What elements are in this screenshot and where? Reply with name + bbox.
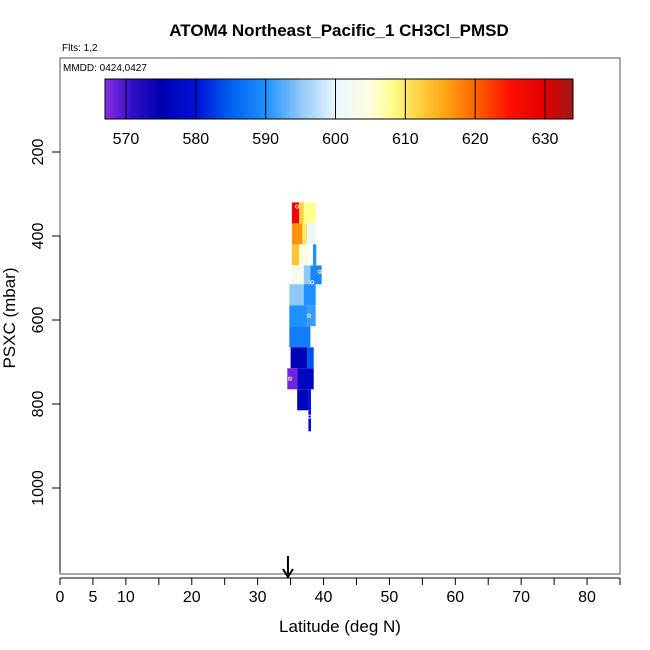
colorbar-border [104,78,574,120]
y-tick-label-800: 800 [30,391,47,418]
data-cell-18 [307,347,314,369]
colorbar-tick-label-580: 580 [182,131,209,148]
data-cell-22 [308,389,311,411]
colorbar-tick-label-570: 570 [113,131,140,148]
x-tick-label-60: 60 [446,589,464,606]
y-tick-label-400: 400 [30,223,47,250]
data-cell-9 [291,265,304,285]
colorbar-tick-label-610: 610 [392,131,419,148]
data-cell-0 [291,202,300,224]
data-markers [287,204,322,419]
y-axis: 200 400 600 800 1000 [30,139,61,572]
latitude-arrow [282,556,294,579]
x-tick-label-20: 20 [183,589,201,606]
y-tick-label-200: 200 [30,139,47,166]
x-tick-label-0: 0 [56,589,65,606]
colorbar-tick-label-590: 590 [252,131,279,148]
data-cell-16 [289,326,311,348]
data-cell-7 [299,244,308,266]
data-cell-2 [303,202,316,224]
flights-label: Flts: 1,2 [62,43,98,54]
dates-label: MMDD: 0424,0427 [63,63,147,74]
x-tick-label-40: 40 [315,589,333,606]
data-cell-23 [308,410,311,432]
data-cell-19 [287,368,298,390]
x-tick-label-5: 5 [88,589,97,606]
data-cell-14 [289,305,308,327]
colorbar-tick-label-630: 630 [532,131,559,148]
colorbar-ticks: 570 580 590 600 610 620 630 [113,79,559,148]
data-cell-8 [313,244,317,266]
data-cell-12 [289,284,304,306]
data-marker-0 [295,204,300,209]
data-cell-10 [303,265,311,285]
data-cell-17 [290,347,308,369]
data-marker-3 [306,313,311,318]
data-cell-4 [302,223,307,245]
data-cell-6 [291,244,300,266]
x-axis: 0 5 10 20 30 40 50 60 70 80 [56,577,621,606]
colorbar-fill [105,79,573,119]
x-tick-label-50: 50 [381,589,399,606]
data-marker-4 [287,376,292,381]
data-cell-13 [303,284,316,306]
chart-title: ATOM4 Northeast_Pacific_1 CH3Cl_PMSD [169,21,508,40]
x-tick-label-80: 80 [578,589,596,606]
y-tick-label-600: 600 [30,307,47,334]
x-tick-label-30: 30 [249,589,267,606]
arrow-head [282,568,294,579]
data-cells [287,202,322,432]
data-cell-5 [307,223,316,245]
data-cell-21 [297,389,309,411]
colorbar: 570 580 590 600 610 620 630 [104,78,574,148]
data-cell-20 [297,368,314,390]
data-marker-1 [310,280,315,285]
y-tick-label-1000: 1000 [30,470,47,506]
x-tick-label-10: 10 [117,589,135,606]
x-tick-label-70: 70 [512,589,530,606]
colorbar-tick-label-620: 620 [462,131,489,148]
data-cell-1 [299,202,304,224]
y-axis-label: PSXC (mbar) [0,267,19,368]
data-cell-11 [310,265,322,285]
colorbar-tick-label-600: 600 [322,131,349,148]
data-marker-5 [307,414,312,419]
data-cell-15 [307,305,316,327]
x-axis-label: Latitude (deg N) [279,617,401,636]
data-cell-3 [291,223,303,245]
data-marker-2 [317,269,322,274]
